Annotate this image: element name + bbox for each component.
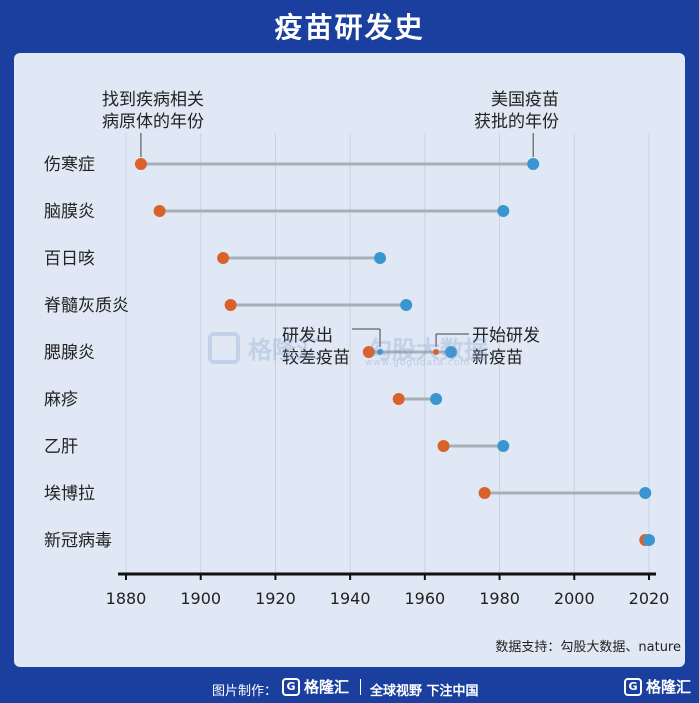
approval-point xyxy=(643,534,655,546)
annotation-approval: 获批的年份 xyxy=(474,112,559,132)
row-label: 麻疹 xyxy=(44,390,78,410)
footer-logo: G 格隆汇 xyxy=(282,676,349,697)
discovery-point xyxy=(217,252,230,264)
approval-point xyxy=(445,346,458,358)
made-by-label: 图片制作： xyxy=(212,684,278,699)
discovery-point xyxy=(392,393,405,405)
annotation-poor-vaccine: 较差疫苗 xyxy=(282,348,350,368)
footer-logo-right-text: 格隆汇 xyxy=(646,678,692,696)
row-label: 百日咳 xyxy=(44,249,95,269)
row-label: 乙肝 xyxy=(44,437,78,457)
chart-card: 1880 1900 1920 1940 1960 1980 2000 2020 伤寒症脑膜炎百日… xyxy=(14,53,685,667)
footer-logo-right: G 格隆汇 xyxy=(624,676,691,697)
row-label: 埃博拉 xyxy=(44,484,95,504)
x-tick-label: 1900 xyxy=(180,589,221,608)
approval-point xyxy=(527,158,540,170)
extra-point xyxy=(433,349,440,355)
g-logo-icon: G xyxy=(624,677,642,696)
approval-point xyxy=(374,252,387,264)
discovery-point xyxy=(153,205,166,217)
page-title: 疫苗研发史 xyxy=(274,11,425,44)
annotation-poor-vaccine: 研发出 xyxy=(282,326,333,346)
approval-point xyxy=(639,487,652,499)
row-label: 脊髓灰质炎 xyxy=(44,296,129,316)
x-tick-label: 1960 xyxy=(404,589,445,608)
dumbbell-chart: 1880 1900 1920 1940 1960 1980 2000 2020 伤寒症脑膜炎百日… xyxy=(44,90,670,608)
row-label: 伤寒症 xyxy=(44,155,95,175)
g-logo-icon: G xyxy=(282,677,300,696)
annotation-new-vaccine: 新疫苗 xyxy=(472,348,523,368)
row-label: 脑膜炎 xyxy=(44,202,95,222)
x-tick-label: 1980 xyxy=(479,589,520,608)
extra-point xyxy=(377,349,384,355)
watermark-site: www.gogudata.com xyxy=(365,358,471,368)
footer: 图片制作： G 格隆汇 全球视野 下注中国 G 格隆汇 xyxy=(0,672,699,703)
x-tick-label: 1920 xyxy=(255,589,296,608)
row-label: 腮腺炎 xyxy=(44,343,95,363)
discovery-point xyxy=(224,299,237,311)
approval-point xyxy=(430,393,443,405)
footer-divider xyxy=(360,679,361,695)
footer-logo-text: 格隆汇 xyxy=(304,678,350,696)
discovery-point xyxy=(478,487,491,499)
x-tick-label: 2020 xyxy=(629,589,670,608)
x-tick-label: 1880 xyxy=(106,589,147,608)
approval-point xyxy=(400,299,413,311)
discovery-point xyxy=(134,158,147,170)
annotation-new-vaccine: 开始研发 xyxy=(472,326,540,346)
row-label: 新冠病毒 xyxy=(44,531,112,551)
annotation-pathogen: 病原体的年份 xyxy=(102,112,204,132)
approval-point xyxy=(497,205,510,217)
annotation-pathogen: 找到疾病相关 xyxy=(102,90,204,110)
discovery-point xyxy=(437,440,450,452)
discovery-point xyxy=(362,346,375,358)
data-source: 数据支持：勾股大数据、nature xyxy=(495,640,681,655)
annotation-approval: 美国疫苗 xyxy=(491,90,559,110)
approval-point xyxy=(497,440,510,452)
x-tick-label: 1940 xyxy=(330,589,371,608)
footer-slogan: 全球视野 下注中国 xyxy=(370,684,479,699)
x-tick-label: 2000 xyxy=(554,589,595,608)
